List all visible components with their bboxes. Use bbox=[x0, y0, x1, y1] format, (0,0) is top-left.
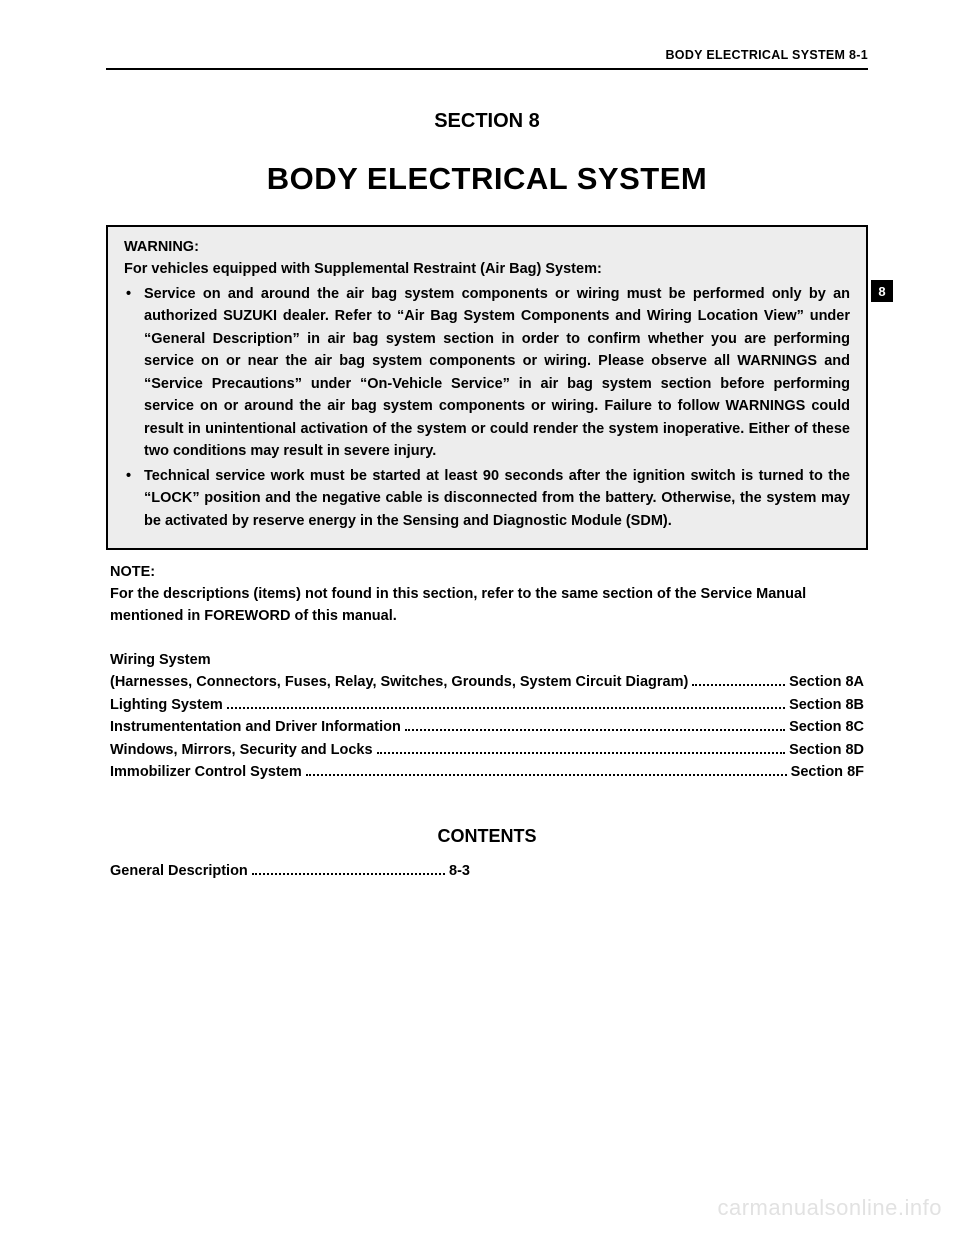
toc-label: (Harnesses, Connectors, Fuses, Relay, Sw… bbox=[110, 671, 688, 693]
toc-row: Windows, Mirrors, Security and Locks Sec… bbox=[110, 739, 864, 761]
toc-dots bbox=[377, 752, 786, 754]
warning-bullet-text: Technical service work must be started a… bbox=[144, 468, 850, 529]
contents-title: CONTENTS bbox=[106, 826, 868, 847]
toc-heading: Wiring System bbox=[110, 650, 864, 672]
watermark: carmanualsonline.info bbox=[717, 1195, 942, 1221]
warning-subtitle: For vehicles equipped with Supplemental … bbox=[124, 261, 850, 277]
contents-target: 8-3 bbox=[449, 863, 470, 879]
warning-bullet-list: • Service on and around the air bag syste… bbox=[124, 283, 850, 532]
contents-dots bbox=[252, 873, 445, 875]
toc-row: Instrumententation and Driver Informatio… bbox=[110, 716, 864, 738]
section-label: SECTION 8 bbox=[106, 110, 868, 133]
toc-dots bbox=[692, 684, 785, 686]
warning-title: WARNING: bbox=[124, 239, 850, 255]
bullet-icon: • bbox=[126, 465, 131, 487]
section-tab: 8 bbox=[871, 280, 893, 302]
section-toc: Wiring System (Harnesses, Connectors, Fu… bbox=[110, 650, 864, 784]
toc-target: Section 8B bbox=[789, 694, 864, 716]
toc-dots bbox=[405, 729, 785, 731]
toc-row: Immobilizer Control System Section 8F bbox=[110, 761, 864, 783]
page: BODY ELECTRICAL SYSTEM 8-1 SECTION 8 BOD… bbox=[0, 0, 960, 1235]
toc-dots bbox=[306, 774, 787, 776]
toc-target: Section 8D bbox=[789, 739, 864, 761]
toc-target: Section 8F bbox=[791, 761, 864, 783]
contents-label: General Description bbox=[110, 863, 248, 879]
toc-label: Instrumententation and Driver Informatio… bbox=[110, 716, 401, 738]
header-rule bbox=[106, 68, 868, 70]
contents-row: General Description 8-3 bbox=[110, 863, 470, 879]
toc-dots bbox=[227, 707, 785, 709]
warning-bullet: • Service on and around the air bag syste… bbox=[124, 283, 850, 463]
toc-target: Section 8C bbox=[789, 716, 864, 738]
toc-label: Immobilizer Control System bbox=[110, 761, 302, 783]
warning-box: WARNING: For vehicles equipped with Supp… bbox=[106, 225, 868, 550]
toc-target: Section 8A bbox=[789, 671, 864, 693]
note-text: For the descriptions (items) not found i… bbox=[110, 584, 864, 628]
toc-label: Windows, Mirrors, Security and Locks bbox=[110, 739, 373, 761]
toc-row: Lighting System Section 8B bbox=[110, 694, 864, 716]
bullet-icon: • bbox=[126, 283, 131, 305]
warning-bullet: • Technical service work must be started … bbox=[124, 465, 850, 532]
note-title: NOTE: bbox=[110, 564, 864, 580]
main-title: BODY ELECTRICAL SYSTEM bbox=[106, 161, 868, 197]
toc-row: (Harnesses, Connectors, Fuses, Relay, Sw… bbox=[110, 671, 864, 693]
note-block: NOTE: For the descriptions (items) not f… bbox=[110, 564, 864, 628]
toc-label: Lighting System bbox=[110, 694, 223, 716]
running-head: BODY ELECTRICAL SYSTEM 8-1 bbox=[106, 48, 868, 68]
warning-bullet-text: Service on and around the air bag system… bbox=[144, 286, 850, 459]
